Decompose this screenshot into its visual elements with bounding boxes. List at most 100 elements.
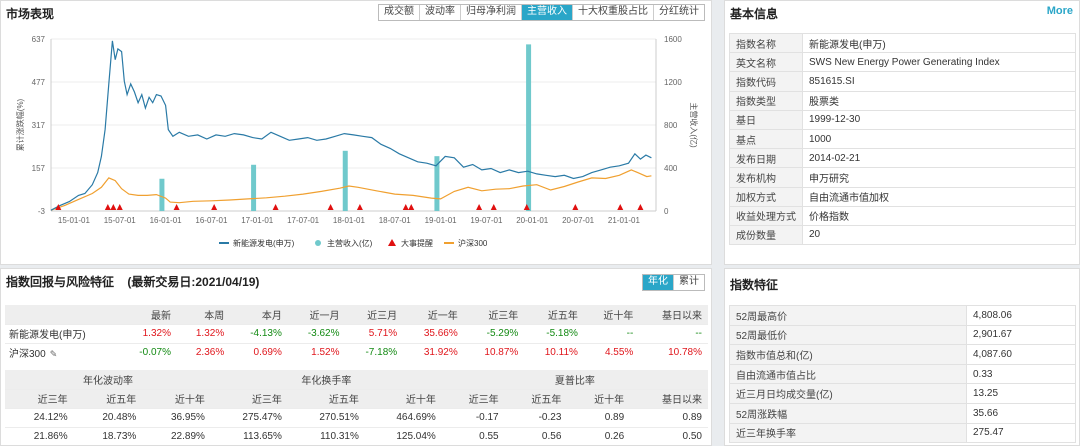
legend-label: 沪深300 [458, 238, 488, 248]
info-key: 基日 [729, 109, 803, 130]
event-marker [523, 204, 530, 210]
info-row: 发布日期 2014-02-21 [729, 148, 1076, 169]
feature-value: 35.66 [966, 402, 1076, 424]
y-right-tick: 0 [664, 207, 669, 216]
edit-pencil-icon[interactable]: ✎ [49, 349, 58, 360]
returns-value-cell: 5.71% [345, 323, 404, 343]
risk-row: 24.12% 20.48% 36.95% 275.47% 270.51% 464.69% -… [5, 407, 708, 427]
feature-key: 52周最高价 [729, 305, 967, 326]
info-row: 基点 1000 [729, 128, 1076, 150]
returns-value-cell: 1.32% [176, 323, 231, 343]
market-tab-0[interactable]: 成交额 [379, 5, 419, 20]
event-marker [490, 204, 497, 210]
risk-value-cell: 0.50 [630, 426, 708, 445]
event-marker [637, 204, 644, 210]
legend-label: 新能源发电(申万) [233, 238, 295, 248]
info-value: 851615.SI [802, 71, 1076, 92]
risk-sub-header: 近十年 [567, 388, 631, 408]
risk-sub-header: 近三年 [5, 388, 74, 408]
info-key: 基点 [729, 128, 803, 150]
returns-value-cell: 2.36% [176, 342, 231, 362]
risk-value-cell: 270.51% [287, 407, 365, 427]
risk-value-cell: 0.56 [504, 426, 568, 445]
y-right-tick: 800 [664, 121, 678, 130]
info-row: 发布机构 申万研究 [729, 167, 1076, 188]
info-row: 指数类型 股票类 [729, 90, 1076, 111]
event-marker [116, 204, 123, 210]
returns-subtitle: (最新交易日:2021/04/19) [127, 275, 260, 289]
returns-title-text: 指数回报与风险特征 [6, 275, 115, 289]
info-table: 指数名称 新能源发电(申万) 英文名称 SWS New Energy Power Ge… [729, 32, 1076, 246]
risk-value-cell: 24.12% [5, 407, 74, 427]
risk-group-header: 夏普比率 [441, 370, 708, 389]
market-tab-3[interactable]: 主营收入 [521, 5, 572, 20]
x-tick: 18-01-01 [333, 216, 366, 225]
market-tab-2[interactable]: 归母净利润 [460, 5, 521, 20]
feature-value: 4,808.06 [966, 305, 1076, 326]
info-value: 股票类 [802, 90, 1076, 111]
event-marker [104, 204, 111, 210]
returns-row-label: 新能源发电(申万) [9, 330, 86, 341]
risk-sub-header: 近三年 [441, 388, 505, 408]
risk-sub-header: 近十年 [142, 388, 211, 408]
returns-value-cell: 10.78% [639, 342, 708, 362]
y-left-label: 累计涨跌幅(%) [15, 98, 25, 151]
returns-header-cell: 近三月 [345, 305, 404, 324]
risk-sub-header: 近十年 [364, 388, 442, 408]
risk-sub-header: 近五年 [504, 388, 568, 408]
returns-header-cell: 本周 [176, 305, 231, 324]
x-tick: 16-01-01 [150, 216, 183, 225]
returns-header-cell: 近三年 [463, 305, 525, 324]
risk-row: 21.86% 18.73% 22.89% 113.65% 110.31% 125.04% 0… [5, 426, 708, 445]
x-tick: 20-01-01 [516, 216, 549, 225]
info-title: 基本信息 [730, 7, 779, 21]
returns-header-cell: 近一年 [403, 305, 464, 324]
more-link[interactable]: More [1046, 5, 1073, 17]
risk-value-cell: 0.89 [567, 407, 631, 427]
toggle-0[interactable]: 年化 [643, 275, 673, 290]
market-tab-1[interactable]: 波动率 [419, 5, 460, 20]
returns-value-cell: -- [639, 323, 708, 343]
info-row: 成份数量 20 [729, 224, 1076, 246]
feature-row: 52周最高价 4,808.06 [729, 305, 1076, 326]
toggle-1[interactable]: 累计 [673, 275, 704, 290]
x-tick: 21-01-01 [608, 216, 641, 225]
market-tab-4[interactable]: 十大权重股占比 [572, 5, 653, 20]
market-title: 市场表现 [6, 7, 55, 21]
x-tick: 19-01-01 [425, 216, 458, 225]
returns-header-cell: 近一月 [287, 305, 346, 324]
risk-table: 年化波动率 年化换手率 夏普比率 近三年 近五年 近十年 近三年 近五年 近十年 近三年 近五年 近十… [5, 370, 708, 445]
index-line [50, 40, 652, 211]
risk-value-cell: 0.55 [441, 426, 505, 445]
x-tick: 16-07-01 [195, 216, 228, 225]
revenue-bar [342, 150, 348, 211]
returns-row-name: 新能源发电(申万) [5, 323, 120, 343]
market-tab-5[interactable]: 分红统计 [653, 5, 704, 20]
market-chart: 637 477 317 157 -3 1600 1200 800 400 0 累计涨跌幅(%) 主营收… [15, 35, 699, 248]
returns-header-cell: 最新 [119, 305, 177, 324]
info-row: 指数名称 新能源发电(申万) [729, 32, 1076, 54]
returns-row-label: 沪深300 [9, 349, 46, 361]
event-marker [173, 204, 180, 210]
feature-row: 指数市值总和(亿) 4,087.60 [729, 344, 1076, 365]
feature-key: 52周涨跌幅 [729, 402, 967, 424]
features-table: 52周最高价 4,808.06 52周最低价 2,901.67 指数市值总和(亿) 4,0… [729, 305, 1076, 444]
hs300-line [50, 169, 652, 211]
feature-key: 指数市值总和(亿) [729, 344, 967, 365]
feature-value: 0.33 [966, 363, 1076, 385]
feature-value: 4,087.60 [966, 344, 1076, 365]
info-value: 新能源发电(申万) [802, 32, 1076, 54]
feature-row: 52周涨跌幅 35.66 [729, 402, 1076, 424]
event-marker [55, 204, 62, 210]
returns-value-cell: 31.92% [403, 342, 464, 362]
returns-header-cell: 本月 [230, 305, 288, 324]
legend-swatch [388, 239, 396, 246]
x-tick: 15-01-01 [58, 216, 91, 225]
risk-value-cell: 20.48% [73, 407, 143, 427]
x-tick: 19-07-01 [470, 216, 503, 225]
revenue-bar [159, 178, 165, 211]
returns-header-row: 最新 本周 本月 近一月 近三月 近一年 近三年 近五年 近十年 基日以来 [5, 305, 708, 324]
risk-value-cell: -0.23 [504, 407, 568, 427]
info-row: 英文名称 SWS New Energy Power Generating Inde… [729, 52, 1076, 73]
info-value: 2014-02-21 [802, 148, 1076, 169]
